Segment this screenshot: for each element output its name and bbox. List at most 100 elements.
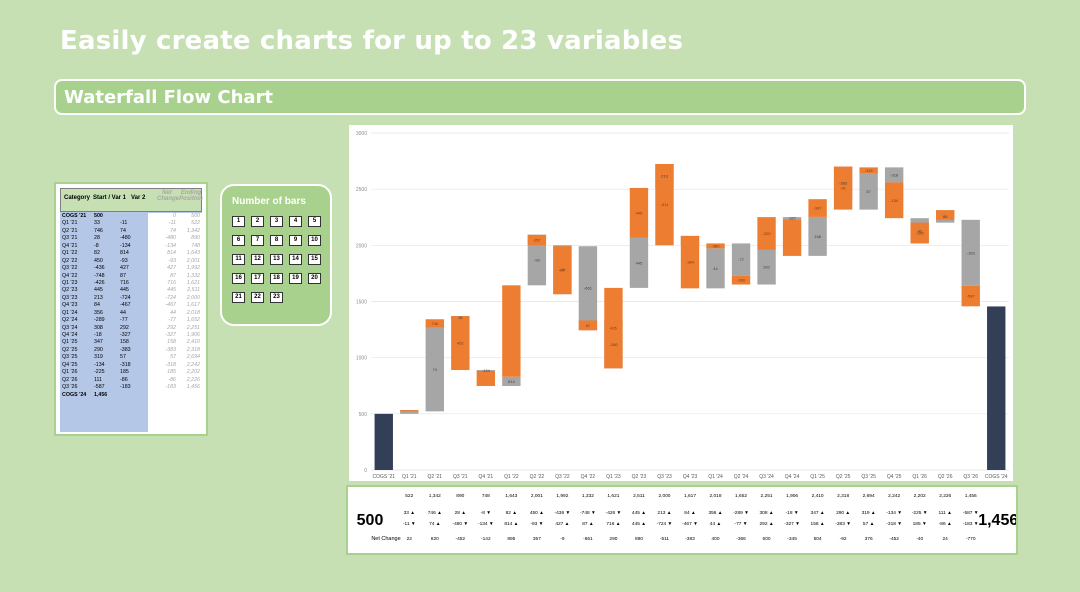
- bars-button-21[interactable]: 21: [232, 292, 245, 303]
- y-tick-label: 500: [359, 412, 368, 418]
- bars-button-19[interactable]: 19: [289, 273, 302, 284]
- bars-button-14[interactable]: 14: [289, 254, 302, 265]
- bottom-net-cell: 357: [533, 536, 541, 542]
- table-cell-net: 57: [170, 354, 176, 361]
- bottom-totals-cell: 1,643: [505, 493, 517, 499]
- bars-button-10[interactable]: 10: [308, 235, 321, 246]
- x-tick-label: Q2 '26: [938, 474, 953, 480]
- bottom-net-cell: 400: [712, 536, 720, 542]
- table-cell-cat: Q2 '24: [62, 317, 78, 324]
- bars-button-4[interactable]: 4: [289, 216, 302, 227]
- gray-bar: [502, 376, 521, 386]
- bottom-var1-cell: -225 ▼: [912, 510, 928, 516]
- waterfall-chart: 0 500 1000 1500 2000 2500 3000 COGS '21 Q1 '21 74…: [349, 125, 1013, 481]
- bottom-totals-cell: 2,226: [939, 493, 951, 499]
- bars-button-11[interactable]: 11: [232, 254, 245, 265]
- x-tick-label: Q4 '25: [887, 474, 902, 480]
- bottom-totals-cell: 1,992: [556, 493, 568, 499]
- bars-button-20[interactable]: 20: [308, 273, 321, 284]
- table-cell-end: 2,694: [186, 354, 200, 361]
- x-tick-label: Q2 '21: [428, 474, 443, 480]
- table-cell-a: 111: [94, 376, 103, 383]
- gray-bar: [731, 243, 751, 276]
- bars-button-8[interactable]: 8: [270, 235, 283, 246]
- table-row: Q2 '25 290 -383 -383 2,318: [60, 347, 202, 354]
- bars-button-17[interactable]: 17: [251, 273, 264, 284]
- bottom-totals-cell: 1,617: [684, 493, 696, 499]
- table-cell-a: 33: [94, 220, 100, 227]
- computed-columns: [148, 213, 202, 432]
- bars-button-13[interactable]: 13: [270, 254, 283, 265]
- bottom-var1-cell: 33 ▲: [404, 510, 415, 516]
- bars-button-18[interactable]: 18: [270, 273, 283, 284]
- table-cell-end: 1,456: [186, 384, 200, 391]
- bars-button-6[interactable]: 6: [232, 235, 245, 246]
- x-tick-label: Q2 '25: [836, 474, 851, 480]
- bars-button-3[interactable]: 3: [270, 216, 283, 227]
- y-tick-label: 0: [364, 468, 367, 474]
- table-cell-cat: Q2 '25: [62, 346, 78, 353]
- bottom-var2-cell: -467 ▼: [682, 521, 698, 527]
- gray-bar-label: 44: [713, 266, 718, 271]
- bars-button-5[interactable]: 5: [308, 216, 321, 227]
- table-cell-a: 319: [94, 354, 103, 361]
- x-tick-label: Q3 '26: [963, 474, 978, 480]
- bars-button-12[interactable]: 12: [251, 254, 264, 265]
- table-cell-end: 2,226: [186, 376, 200, 383]
- table-cell-cat: Q2 '23: [62, 287, 78, 294]
- gray-bar: [961, 219, 980, 286]
- bottom-var2-cell: -77 ▼: [735, 521, 748, 527]
- bars-button-1[interactable]: 1: [232, 216, 245, 227]
- table-row: Q4 '23 84 -467 -467 1,617: [60, 302, 202, 309]
- table-cell-net: 44: [170, 309, 176, 316]
- orange-bar-label: -134: [890, 198, 899, 203]
- table-cell-b: -480: [120, 235, 131, 242]
- bars-button-16[interactable]: 16: [232, 273, 245, 284]
- table-cell-end: 1,643: [186, 250, 200, 257]
- table-cell-b: 44: [120, 309, 126, 316]
- bars-button-2[interactable]: 2: [251, 216, 264, 227]
- table-cell-net: 445: [167, 287, 176, 294]
- bottom-totals-cell: 1,342: [429, 493, 441, 499]
- bottom-var2-cell: -183 ▼: [963, 521, 979, 527]
- header-end: Ending Position: [179, 190, 203, 202]
- header-category: Category: [64, 195, 91, 201]
- gray-bar-label: -240: [609, 342, 618, 347]
- orange-bar-label: -387: [814, 206, 823, 211]
- bottom-totals-cell: 2,018: [710, 493, 722, 499]
- data-table-header: Category Start / Var 1 Var 2 Net Change …: [60, 188, 203, 212]
- orange-bar: [680, 235, 700, 289]
- orange-bar-label: -380: [712, 243, 721, 248]
- x-tick-label: Q1 '23: [606, 474, 621, 480]
- table-cell-cat: Q1 '24: [62, 309, 78, 316]
- bottom-var1-cell: 84 ▲: [684, 510, 695, 516]
- y-tick-label: 3000: [356, 131, 367, 137]
- table-cell-net: -467: [165, 302, 176, 309]
- table-cell-net: 427: [167, 265, 176, 272]
- orange-bar: [936, 210, 955, 220]
- bottom-var2-cell: 87 ▲: [582, 521, 593, 527]
- table-row: COGS '24 1,456: [60, 392, 202, 399]
- table-cell-b: 74: [120, 227, 126, 234]
- table-cell-cat: Q3 '21: [62, 235, 78, 242]
- y-tick-label: 2000: [356, 243, 367, 249]
- table-row: Q1 '21 33 -11 -11 522: [60, 220, 202, 227]
- table-cell-end: 2,202: [186, 369, 200, 376]
- bars-button-23[interactable]: 23: [270, 292, 283, 303]
- gray-bar-label: -134: [482, 368, 491, 373]
- bars-button-15[interactable]: 15: [308, 254, 321, 265]
- bottom-net-cell: 890: [635, 536, 643, 542]
- table-cell-net: -724: [165, 294, 176, 301]
- table-row: Q1 '24 356 44 44 2,018: [60, 310, 202, 317]
- bars-button-7[interactable]: 7: [251, 235, 264, 246]
- table-cell-end: 522: [191, 220, 200, 227]
- table-cell-b: -134: [120, 242, 131, 249]
- bottom-net-cell: -9: [560, 536, 565, 542]
- data-table-panel: Category Start / Var 1 Var 2 Net Change …: [54, 182, 208, 436]
- table-row: Q4 '21 -8 -134 -134 748: [60, 243, 202, 250]
- table-cell-b: 87: [120, 272, 126, 279]
- bottom-net-cell: -92: [840, 536, 847, 542]
- bars-button-9[interactable]: 9: [289, 235, 302, 246]
- bars-button-22[interactable]: 22: [251, 292, 264, 303]
- bottom-net-cell: 820: [431, 536, 439, 542]
